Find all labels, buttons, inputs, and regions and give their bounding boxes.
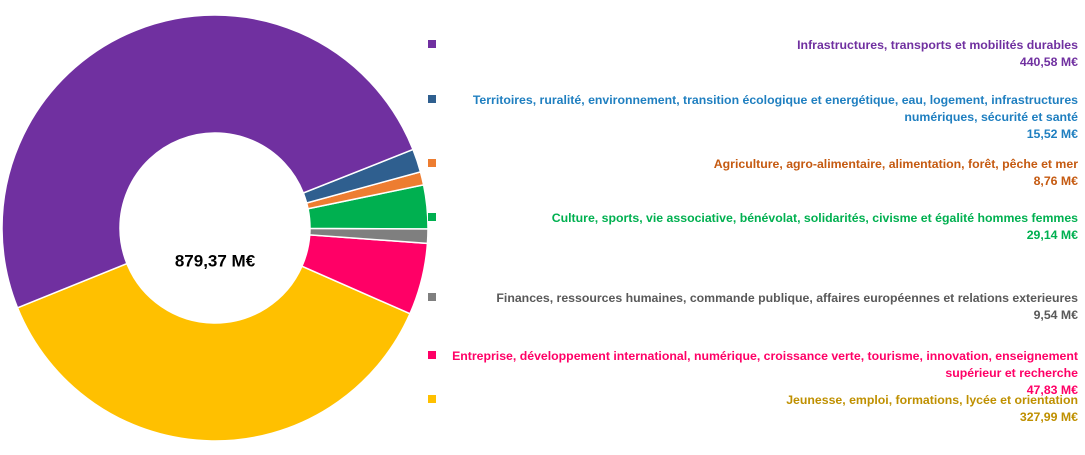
value-label: 8,76 M€ (1033, 174, 1078, 188)
legend-label: Agriculture, agro-alimentaire, alimentat… (713, 157, 1078, 171)
legend-label: Entreprise, développement international,… (452, 349, 1078, 380)
legend-label: Finances, ressources humaines, commande … (496, 291, 1078, 305)
donut-segment (1, 14, 414, 309)
value-label: 29,14 M€ (1026, 228, 1078, 242)
value-label: 327,99 M€ (1019, 410, 1078, 424)
donut-segment (300, 234, 429, 315)
legend-item: Agriculture, agro-alimentaire, alimentat… (428, 156, 1078, 190)
legend-label: Jeunesse, emploi, formations, lycée et o… (786, 393, 1078, 407)
center-label: 879,37 M€ (175, 251, 256, 270)
donut-chart: 879,37 M€ (1, 14, 429, 442)
value-label: 9,54 M€ (1033, 308, 1078, 322)
legend-item: Territoires, ruralité, environnement, tr… (428, 92, 1078, 143)
legend-item: Entreprise, développement international,… (428, 348, 1078, 399)
legend-swatch (428, 351, 436, 359)
value-label: 15,52 M€ (1026, 127, 1078, 141)
donut-segment (307, 183, 429, 230)
legend-label: Infrastructures, transports et mobilités… (797, 38, 1078, 52)
value-label: 47,83 M€ (1026, 383, 1078, 397)
legend-item: Infrastructures, transports et mobilités… (428, 37, 1078, 71)
donut-segment (16, 262, 411, 442)
legend-label: Culture, sports, vie associative, bénévo… (551, 211, 1078, 225)
legend-swatch (428, 159, 436, 167)
value-label: 440,58 M€ (1019, 55, 1078, 69)
legend-swatch (428, 95, 436, 103)
legend-item: Culture, sports, vie associative, bénévo… (428, 210, 1078, 244)
legend-swatch (428, 395, 436, 403)
legend-swatch (428, 40, 436, 48)
legend-item: Finances, ressources humaines, commande … (428, 290, 1078, 324)
donut-segment (302, 148, 422, 204)
legend-item: Jeunesse, emploi, formations, lycée et o… (428, 392, 1078, 426)
legend-swatch (428, 293, 436, 301)
legend-swatch (428, 213, 436, 221)
legend-label: Territoires, ruralité, environnement, tr… (472, 93, 1078, 124)
